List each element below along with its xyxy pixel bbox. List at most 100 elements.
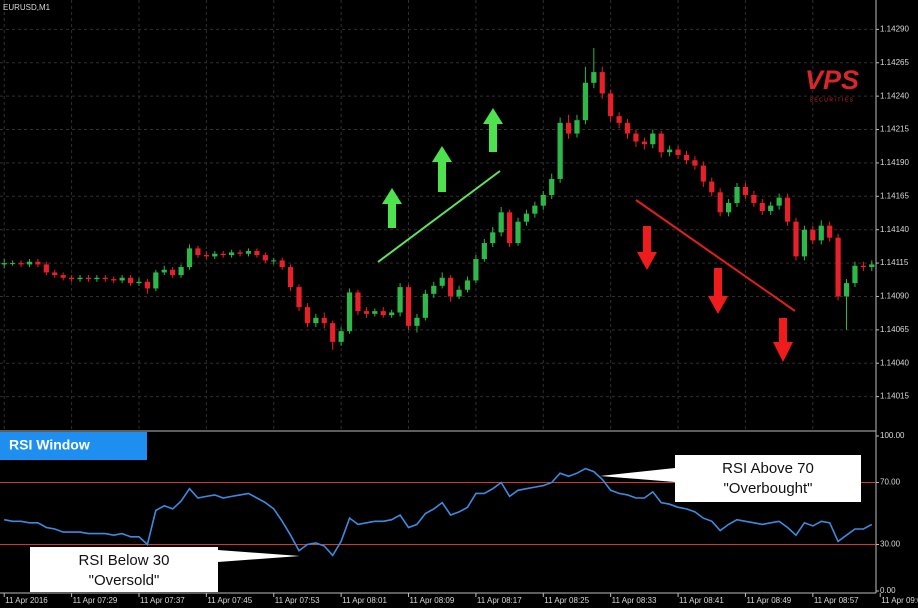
annotation-pointer — [600, 468, 675, 482]
candle-body — [52, 272, 58, 276]
y-tick-label: 70.00 — [880, 478, 901, 487]
y-tick-label: 1.14140 — [880, 225, 909, 234]
candle-body — [1, 263, 7, 265]
trend-up — [377, 108, 503, 263]
y-tick-label: 30.00 — [880, 540, 901, 549]
candle-body — [709, 181, 715, 193]
annotations: RSI Above 70 "Overbought" RSI Below 30 "… — [30, 455, 861, 592]
x-tick-label: 11 Apr 07:53 — [275, 596, 320, 605]
y-tick-label: 100.00 — [880, 431, 905, 440]
candle-body — [287, 267, 294, 288]
x-tick-label: 11 Apr 09:05 — [881, 596, 918, 605]
y-tick-label: 1.14240 — [880, 91, 909, 100]
y-tick-label: 1.14265 — [880, 58, 909, 67]
x-tick-label: 11 Apr 08:17 — [477, 596, 522, 605]
y-tick-label: 0.00 — [880, 586, 896, 595]
annotation-text: "Overbought" — [723, 480, 812, 497]
candle-body — [68, 277, 75, 280]
candle-body — [77, 277, 83, 280]
candle-body — [759, 202, 765, 211]
candle-body — [515, 221, 521, 244]
x-tick-label: 11 Apr 07:29 — [73, 596, 118, 605]
x-tick-label: 11 Apr 08:25 — [544, 596, 589, 605]
candle-body — [220, 253, 226, 256]
down-arrow — [637, 226, 657, 270]
candle-body — [692, 160, 698, 166]
x-tick-label: 11 Apr 08:57 — [814, 596, 859, 605]
candle-body — [35, 261, 41, 265]
x-tick-label: 11 Apr 2016 — [5, 596, 48, 605]
annotation-text: RSI Below 30 — [79, 552, 170, 569]
candle-body — [793, 221, 799, 257]
candle-body — [818, 225, 824, 241]
trend-line — [377, 170, 501, 263]
candle-body — [843, 283, 850, 297]
x-tick-label: 11 Apr 08:01 — [342, 596, 387, 605]
annotation-box — [675, 455, 861, 502]
candle-body — [608, 93, 614, 117]
candle-body — [784, 197, 791, 222]
candle-body — [683, 154, 690, 161]
chart-title: EURUSD,M1 — [3, 3, 51, 12]
candle-body — [498, 212, 504, 233]
candle-body — [170, 269, 176, 276]
candle-body — [338, 331, 344, 342]
x-tick-label: 11 Apr 08:33 — [612, 596, 657, 605]
up-arrow — [432, 146, 452, 192]
candle-body — [641, 141, 647, 145]
candle-body — [675, 149, 681, 155]
annotation-text: RSI Above 70 — [722, 460, 814, 477]
rsi-label-box — [0, 432, 147, 460]
candle-body — [448, 277, 454, 297]
annotation-box — [30, 547, 218, 592]
candle-body — [650, 133, 656, 145]
up-arrow — [483, 108, 503, 152]
candle-body — [43, 264, 49, 273]
up-arrow — [382, 188, 402, 228]
candle-body — [835, 237, 841, 297]
candle-body — [372, 311, 378, 314]
candle-body — [456, 289, 462, 297]
candle-body — [186, 248, 193, 268]
candle-body — [203, 255, 209, 257]
candle-body — [810, 229, 816, 241]
candle-body — [262, 255, 268, 261]
candle-body — [658, 133, 664, 153]
candle-body — [490, 232, 496, 244]
candle-body — [591, 72, 597, 83]
annotation-text: "Oversold" — [89, 572, 160, 589]
candle-body — [10, 263, 16, 265]
candle-body — [439, 277, 445, 286]
candle-body — [599, 72, 605, 94]
candle-body — [111, 279, 117, 281]
candle-body — [725, 202, 732, 213]
rsi-title: RSI Window — [9, 437, 90, 453]
candle-body — [313, 317, 319, 324]
candle-body — [565, 122, 572, 134]
candle-body — [523, 213, 530, 222]
candle-body — [557, 122, 563, 179]
candle-body — [346, 292, 353, 332]
candle-body — [540, 194, 546, 206]
candle-body — [860, 265, 866, 268]
candle-body — [363, 311, 370, 314]
candle-body — [195, 248, 201, 256]
candle-body — [667, 149, 673, 153]
trend-line — [635, 199, 796, 312]
candle-body — [279, 260, 285, 268]
candle-body — [734, 186, 740, 203]
candle-body — [397, 287, 403, 313]
candle-body — [574, 120, 580, 134]
candle-body — [355, 292, 361, 312]
candle-body — [254, 251, 260, 256]
candle-body — [624, 122, 631, 134]
candle-body — [127, 277, 134, 284]
candle-body — [330, 323, 336, 342]
candle-body — [136, 281, 142, 284]
logo-text: VPS — [805, 65, 859, 95]
candle-body — [742, 186, 749, 195]
candle-body — [212, 253, 218, 257]
y-tick-label: 1.14115 — [880, 258, 909, 267]
candle-body — [94, 277, 100, 280]
candle-body — [549, 178, 555, 195]
